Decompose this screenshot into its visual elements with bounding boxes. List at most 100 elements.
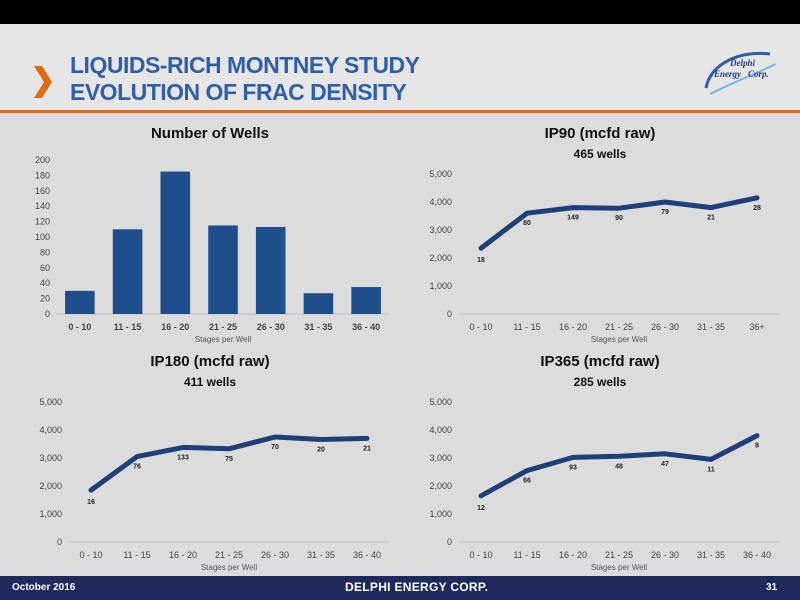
series-line: [478, 433, 760, 499]
chart-subtitle: 465 wells: [574, 147, 627, 161]
data-label: 133: [177, 454, 189, 461]
x-axis-label: Stages per Well: [591, 335, 648, 344]
data-label: 93: [569, 464, 577, 471]
y-tick-label: 80: [40, 247, 50, 257]
slide-header: [0, 24, 800, 110]
y-tick-label: 4,000: [39, 425, 62, 435]
y-tick-label: 3,000: [39, 453, 62, 463]
footer-company-name: DELPHI ENERGY CORP.: [345, 580, 489, 594]
x-axis-label: Stages per Well: [195, 335, 252, 344]
x-tick-label: 36+: [749, 322, 764, 332]
y-tick-label: 5,000: [429, 169, 452, 179]
data-label: 16: [87, 499, 95, 506]
y-tick-label: 2,000: [39, 481, 62, 491]
x-tick-label: 36 - 40: [743, 550, 771, 560]
y-tick-label: 3,000: [429, 225, 452, 235]
y-tick-label: 2,000: [429, 481, 452, 491]
number-of-wells-chart: Number of Wells 0 20 40 60 80 100 120 140 160 180 2…: [35, 125, 390, 344]
slide-title-line-1: LIQUIDS-RICH MONTNEY STUDY: [70, 52, 420, 78]
data-label: 47: [661, 461, 669, 468]
slide-title: LIQUIDS-RICH MONTNEY STUDY EVOLUTION OF …: [70, 52, 420, 106]
page-number: 31: [766, 582, 778, 593]
x-axis-label: Stages per Well: [201, 563, 258, 572]
y-tick-label: 0: [57, 537, 62, 547]
header-divider: [0, 110, 800, 113]
slide-title-line-2: EVOLUTION OF FRAC DENSITY: [70, 79, 407, 105]
x-tick-label: 0 - 10: [79, 550, 102, 560]
data-label: 21: [363, 445, 371, 452]
x-tick-label: 26 - 30: [651, 550, 679, 560]
chevron-right-icon: [34, 66, 52, 98]
bar: [160, 171, 191, 314]
y-tick-label: 1,000: [429, 509, 452, 519]
x-tick-label: 21 - 25: [605, 550, 633, 560]
y-tick-label: 4,000: [429, 425, 452, 435]
y-tick-label: 0: [45, 309, 50, 319]
y-tick-label: 0: [447, 537, 452, 547]
data-label: 79: [661, 209, 669, 216]
x-tick-label: 26 - 30: [651, 322, 679, 332]
y-tick-label: 5,000: [39, 397, 62, 407]
y-tick-label: 4,000: [429, 197, 452, 207]
x-tick-label: 26 - 30: [261, 550, 289, 560]
data-label: 80: [523, 220, 531, 227]
y-tick-label: 0: [447, 309, 452, 319]
chart-subtitle: 411 wells: [184, 375, 236, 389]
y-tick-label: 200: [35, 155, 50, 165]
data-label: 75: [225, 456, 233, 463]
y-tick-label: 120: [35, 217, 50, 227]
series-line: [478, 195, 760, 251]
y-tick-label: 5,000: [429, 397, 452, 407]
x-tick-label: 31 - 35: [307, 550, 335, 560]
y-tick-label: 3,000: [429, 453, 452, 463]
x-tick-label: 21 - 25: [605, 322, 633, 332]
bar: [351, 287, 381, 314]
y-tick-label: 160: [35, 186, 50, 196]
ip365-chart: IP365 (mcfd raw) 285 wells 0 1,000 2,000 3,00…: [429, 353, 780, 572]
x-tick-label: 0 - 10: [469, 550, 492, 560]
logo-text-2: Energy: [713, 69, 742, 79]
y-tick-label: 20: [40, 294, 50, 304]
chart-subtitle: 285 wells: [574, 375, 627, 389]
y-tick-label: 1,000: [429, 281, 452, 291]
footer-bar: [0, 576, 800, 600]
top-bar: [0, 0, 800, 24]
bar: [208, 225, 238, 314]
chart-title: IP90 (mcfd raw): [545, 125, 656, 142]
x-axis-label: Stages per Well: [591, 563, 648, 572]
footer-date: October 2016: [12, 582, 76, 593]
y-tick-label: 100: [35, 232, 50, 242]
ip180-chart: IP180 (mcfd raw) 411 wells 0 1,000 2,000 3,00…: [39, 353, 390, 572]
x-tick-label: 0 - 10: [469, 322, 492, 332]
y-tick-label: 140: [35, 201, 50, 211]
data-label: 48: [615, 463, 623, 470]
x-tick-label: 31 - 35: [697, 322, 725, 332]
series-line: [88, 434, 370, 493]
data-label: 76: [133, 464, 141, 471]
y-tick-label: 180: [35, 170, 50, 180]
x-tick-label: 21 - 25: [209, 322, 237, 332]
data-label: 11: [707, 466, 715, 473]
company-logo: Delphi Energy Corp.: [704, 51, 777, 95]
x-tick-label: 31 - 35: [304, 322, 332, 332]
x-tick-label: 16 - 20: [169, 550, 197, 560]
x-tick-label: 31 - 35: [697, 550, 725, 560]
x-tick-label: 36 - 40: [352, 322, 380, 332]
data-label: 21: [707, 215, 715, 222]
x-tick-label: 16 - 20: [161, 322, 189, 332]
bar: [65, 290, 95, 314]
x-tick-label: 16 - 20: [559, 322, 587, 332]
data-label: 8: [755, 443, 759, 450]
x-tick-label: 21 - 25: [215, 550, 243, 560]
x-tick-label: 11 - 15: [123, 550, 150, 560]
bar: [303, 293, 334, 314]
chart-title: IP180 (mcfd raw): [150, 353, 269, 370]
data-label: 66: [523, 478, 531, 485]
data-label: 70: [271, 444, 279, 451]
x-tick-label: 26 - 30: [257, 322, 285, 332]
data-label: 149: [567, 215, 579, 222]
logo-text-1: Delphi: [729, 58, 756, 68]
x-tick-label: 16 - 20: [559, 550, 587, 560]
x-tick-label: 11 - 15: [513, 550, 540, 560]
bar: [112, 229, 143, 314]
